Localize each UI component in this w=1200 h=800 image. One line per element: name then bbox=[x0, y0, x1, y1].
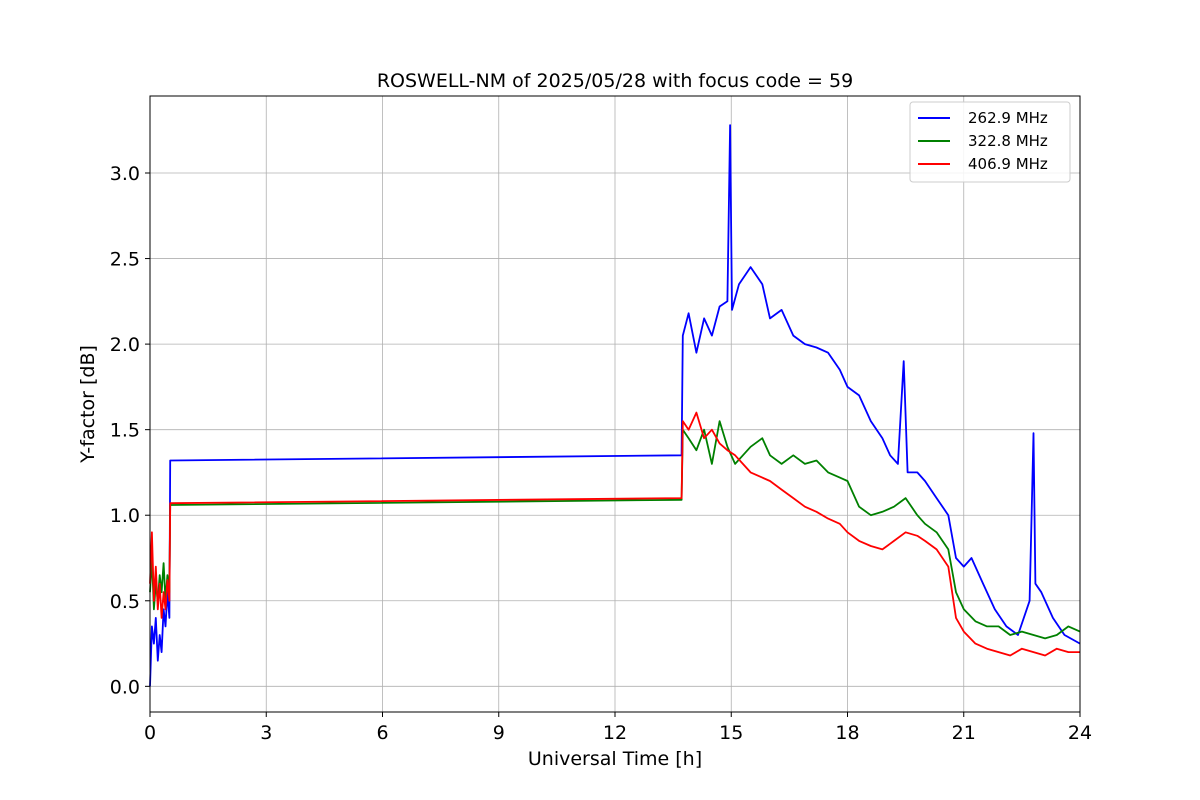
y-tick-label: 0.5 bbox=[110, 591, 140, 613]
series-line-1 bbox=[149, 124, 1081, 687]
x-tick-label: 0 bbox=[144, 722, 156, 744]
series-line-3 bbox=[149, 411, 1080, 657]
y-tick-label: 2.0 bbox=[110, 334, 140, 356]
series-layer bbox=[149, 124, 1081, 687]
x-tick-label: 24 bbox=[1068, 722, 1092, 744]
y-tick-label: 1.0 bbox=[110, 505, 140, 527]
x-tick-label: 6 bbox=[376, 722, 388, 744]
x-axis-title: Universal Time [h] bbox=[528, 748, 702, 770]
legend-label-3: 406.9 MHz bbox=[968, 155, 1048, 173]
x-tick-label: 15 bbox=[719, 722, 743, 744]
legend-label-1: 262.9 MHz bbox=[968, 109, 1048, 127]
legend: 262.9 MHz 322.8 MHz 406.9 MHz bbox=[909, 101, 1071, 183]
y-tick-label: 3.0 bbox=[110, 163, 140, 185]
y-tick-label: 1.5 bbox=[110, 420, 140, 442]
y-tick-label: 0.0 bbox=[110, 676, 140, 698]
x-tick-label: 18 bbox=[835, 722, 859, 744]
y-tick-label: 2.5 bbox=[110, 249, 140, 271]
chart-title: ROSWELL-NM of 2025/05/28 with focus code… bbox=[377, 70, 853, 92]
x-tick-label: 12 bbox=[603, 722, 627, 744]
legend-box bbox=[909, 101, 1071, 183]
x-tick-label: 3 bbox=[260, 722, 272, 744]
x-tick-label: 21 bbox=[952, 722, 976, 744]
legend-label-2: 322.8 MHz bbox=[968, 132, 1048, 150]
x-tick-label: 9 bbox=[493, 722, 505, 744]
y-axis-title: Y-factor [dB] bbox=[77, 345, 99, 464]
ticks: 0 3 6 9 12 15 18 21 24 0.0 0.5 1.0 1.5 2.0 2.5 3.0 bbox=[110, 163, 1092, 744]
